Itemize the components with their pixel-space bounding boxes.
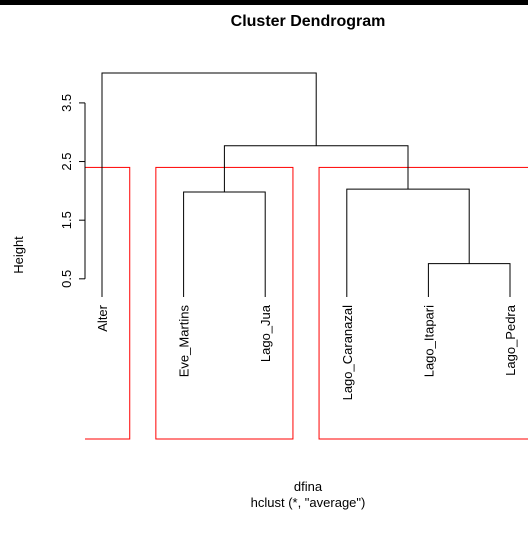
leaf-label: Lago_Jua xyxy=(258,304,273,362)
leaf-label: Eve_Martins xyxy=(177,305,192,378)
cluster-rect xyxy=(318,166,528,440)
merge-link xyxy=(223,145,409,193)
merge-link xyxy=(183,191,266,297)
y-tick-label: 1.5 xyxy=(59,211,74,229)
chart-title: Cluster Dendrogram xyxy=(231,13,386,30)
cluster-rect xyxy=(155,166,294,440)
merge-link xyxy=(346,188,470,297)
top-bar xyxy=(0,0,528,5)
y-tick-label: 2.5 xyxy=(59,153,74,171)
leaf-label: Lago_Pedra xyxy=(503,304,518,376)
y-tick-label: 3.5 xyxy=(59,94,74,112)
subtitle: hclust (*, "average") xyxy=(251,495,366,510)
cluster-rects xyxy=(85,166,528,440)
y-tick-label: 0.5 xyxy=(59,270,74,288)
merge-link xyxy=(101,72,317,297)
leaf-label: Lago_Caranazal xyxy=(340,305,355,401)
merge-link xyxy=(427,263,511,297)
leaf-label: Lago_Itapari xyxy=(421,305,436,377)
y-axis-label: Height xyxy=(11,236,26,274)
x-axis-label: dfina xyxy=(294,479,323,494)
leaf-label: Alter xyxy=(95,304,110,331)
